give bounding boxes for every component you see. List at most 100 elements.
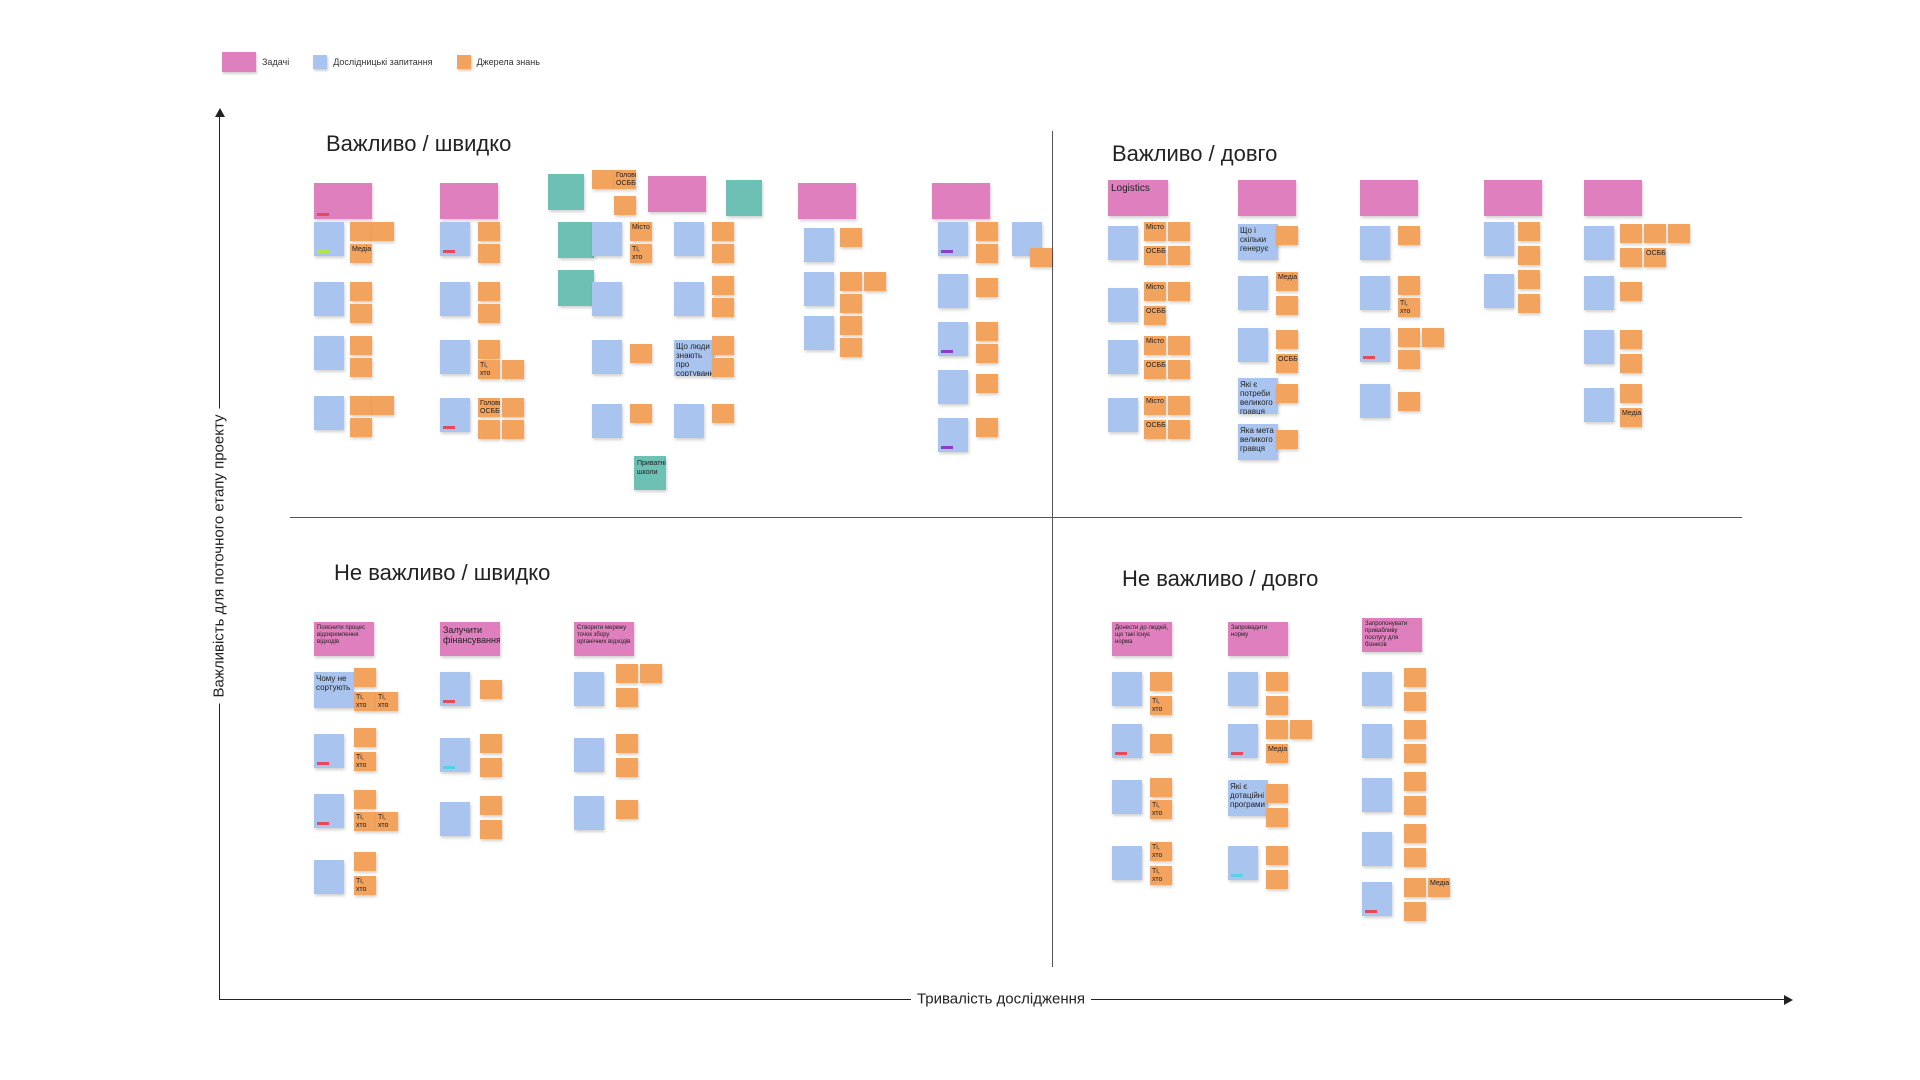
sticky-note-question[interactable]: [1362, 882, 1392, 916]
sticky-note-task[interactable]: [314, 183, 372, 219]
sticky-note-task[interactable]: Пояснити процес відокремлення відходів: [314, 622, 374, 656]
sticky-note-source[interactable]: [1168, 222, 1190, 241]
sticky-note-source[interactable]: [354, 668, 376, 687]
sticky-note-task[interactable]: Донести до людей, що такі існує норма: [1112, 622, 1172, 656]
sticky-note-source[interactable]: [1266, 696, 1288, 715]
sticky-note-source[interactable]: [616, 800, 638, 819]
sticky-note-source[interactable]: [1620, 224, 1642, 243]
sticky-note-question[interactable]: [1362, 778, 1392, 812]
sticky-note-source[interactable]: Місто: [1144, 336, 1166, 355]
sticky-note-question[interactable]: [440, 282, 470, 316]
sticky-note-question[interactable]: [1238, 328, 1268, 362]
sticky-note-question[interactable]: [804, 272, 834, 306]
sticky-note-teal[interactable]: [548, 174, 584, 210]
sticky-note-question[interactable]: [440, 672, 470, 706]
sticky-note-question[interactable]: [674, 222, 704, 256]
sticky-note-question[interactable]: [574, 796, 604, 830]
sticky-note-source[interactable]: [976, 278, 998, 297]
sticky-note-question[interactable]: [1484, 274, 1514, 308]
sticky-note-source[interactable]: [478, 282, 500, 301]
sticky-note-source[interactable]: [1150, 778, 1172, 797]
sticky-note-source[interactable]: Медіа: [1276, 272, 1298, 291]
sticky-note-question[interactable]: [1108, 288, 1138, 322]
sticky-note-source[interactable]: [712, 298, 734, 317]
sticky-note-source[interactable]: [1620, 330, 1642, 349]
sticky-note-source[interactable]: [478, 222, 500, 241]
sticky-note-source[interactable]: [1398, 392, 1420, 411]
sticky-note-question[interactable]: [1584, 388, 1614, 422]
sticky-note-question[interactable]: [592, 340, 622, 374]
sticky-note-source[interactable]: [840, 316, 862, 335]
sticky-note-source[interactable]: [478, 244, 500, 263]
sticky-note-question[interactable]: [314, 396, 344, 430]
sticky-note-question[interactable]: [1112, 780, 1142, 814]
sticky-note-source[interactable]: [354, 852, 376, 871]
sticky-note-source[interactable]: [630, 344, 652, 363]
sticky-note-question[interactable]: Що люди знають про сортування: [674, 340, 714, 376]
sticky-note-source[interactable]: [480, 796, 502, 815]
sticky-note-source[interactable]: [350, 222, 372, 241]
sticky-note-source[interactable]: [1518, 222, 1540, 241]
sticky-note-source[interactable]: [1422, 328, 1444, 347]
sticky-note-source[interactable]: Ті, хто сортує: [478, 360, 500, 379]
sticky-note-question[interactable]: [938, 418, 968, 452]
sticky-note-source[interactable]: [1030, 248, 1052, 267]
sticky-note-source[interactable]: [1168, 336, 1190, 355]
sticky-note-source[interactable]: [354, 790, 376, 809]
sticky-note-task[interactable]: [1238, 180, 1296, 216]
sticky-note-source[interactable]: Ті, хто сортує: [630, 244, 652, 263]
sticky-note-source[interactable]: [1276, 384, 1298, 403]
sticky-note-question[interactable]: [1584, 330, 1614, 364]
sticky-note-source[interactable]: [1644, 224, 1666, 243]
sticky-note-source[interactable]: [1276, 330, 1298, 349]
sticky-note-source[interactable]: [1150, 672, 1172, 691]
sticky-note-question[interactable]: [1360, 226, 1390, 260]
sticky-note-source[interactable]: [1290, 720, 1312, 739]
sticky-note-question[interactable]: [314, 860, 344, 894]
sticky-note-source[interactable]: [840, 294, 862, 313]
sticky-note-source[interactable]: [616, 758, 638, 777]
sticky-note-task[interactable]: [1584, 180, 1642, 216]
sticky-note-source[interactable]: [976, 244, 998, 263]
sticky-note-question[interactable]: [1584, 226, 1614, 260]
sticky-note-source[interactable]: [1398, 350, 1420, 369]
sticky-note-question[interactable]: [440, 222, 470, 256]
sticky-note-source[interactable]: [864, 272, 886, 291]
sticky-note-source[interactable]: [478, 340, 500, 359]
sticky-note-source[interactable]: [712, 244, 734, 263]
sticky-note-task[interactable]: [798, 183, 856, 219]
sticky-note-source[interactable]: [350, 418, 372, 437]
sticky-note-source[interactable]: ОСББ: [1644, 248, 1666, 267]
sticky-note-source[interactable]: [712, 222, 734, 241]
sticky-note-source[interactable]: ОСББ: [1144, 360, 1166, 379]
sticky-note-source[interactable]: Ті, хто сортує: [1398, 298, 1420, 317]
sticky-note-question[interactable]: [1228, 724, 1258, 758]
sticky-note-teal[interactable]: [558, 270, 594, 306]
sticky-note-question[interactable]: [592, 404, 622, 438]
sticky-note-source[interactable]: [350, 358, 372, 377]
sticky-note-source[interactable]: Місто: [630, 222, 652, 241]
sticky-note-source[interactable]: Ті, хто сортує: [354, 692, 376, 711]
sticky-note-question[interactable]: [1584, 276, 1614, 310]
sticky-note-question[interactable]: [592, 282, 622, 316]
sticky-note-task[interactable]: Залучити фінансування: [440, 622, 500, 656]
sticky-note-source[interactable]: Голови ОСББ: [614, 170, 636, 189]
sticky-note-question[interactable]: [1112, 846, 1142, 880]
sticky-note-question[interactable]: [440, 738, 470, 772]
sticky-note-task[interactable]: [440, 183, 498, 219]
sticky-note-source[interactable]: Ті, хто сортує: [1150, 842, 1172, 861]
sticky-note-source[interactable]: [502, 398, 524, 417]
sticky-note-source[interactable]: [372, 396, 394, 415]
sticky-note-task[interactable]: Запропонувати привабливу послугу для біз…: [1362, 618, 1422, 652]
sticky-note-source[interactable]: [840, 228, 862, 247]
sticky-note-source[interactable]: [1404, 692, 1426, 711]
sticky-note-source[interactable]: [1168, 282, 1190, 301]
sticky-note-source[interactable]: [480, 734, 502, 753]
sticky-note-source[interactable]: [712, 336, 734, 355]
sticky-note-source[interactable]: [354, 728, 376, 747]
sticky-note-source[interactable]: [1266, 870, 1288, 889]
sticky-note-source[interactable]: [592, 170, 614, 189]
sticky-note-question[interactable]: [314, 222, 344, 256]
sticky-note-question[interactable]: [1112, 672, 1142, 706]
sticky-note-question[interactable]: [314, 336, 344, 370]
